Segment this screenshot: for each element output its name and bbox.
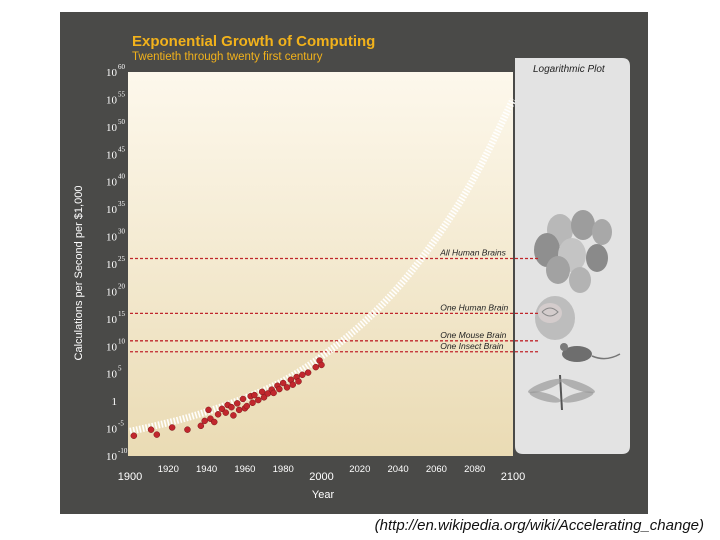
data-point-16 xyxy=(233,400,241,407)
x-tick-label-4: 1980 xyxy=(273,464,294,475)
data-point-23 xyxy=(251,391,258,399)
x-tick-label-10: 2100 xyxy=(501,471,525,483)
y-tick-exponent-13: -5 xyxy=(118,420,124,428)
data-point-29 xyxy=(270,389,277,397)
data-point-6 xyxy=(201,417,208,425)
y-tick-exponent-8: 20 xyxy=(118,282,126,290)
y-tick-label-6: 10 xyxy=(106,232,118,244)
y-tick-label-2: 10 xyxy=(106,122,118,134)
data-point-17 xyxy=(235,406,243,414)
y-tick-label-9: 10 xyxy=(106,314,118,326)
x-tick-label-9: 2080 xyxy=(464,464,485,475)
y-tick-exponent-11: 5 xyxy=(118,365,122,373)
y-tick-exponent-2: 50 xyxy=(118,118,126,126)
x-tick-label-8: 2060 xyxy=(426,464,447,475)
y-tick-exponent-7: 25 xyxy=(118,255,126,263)
y-tick-label-4: 10 xyxy=(106,177,118,189)
x-tick-label-0: 1900 xyxy=(118,471,142,483)
x-tick-label-3: 1960 xyxy=(234,464,255,475)
brain-illustration-panel: Logarithmic Plot xyxy=(515,58,630,454)
y-tick-exponent-10: 10 xyxy=(118,337,126,345)
data-point-39 xyxy=(304,369,312,376)
y-tick-exponent-0: 60 xyxy=(118,63,126,71)
data-point-5 xyxy=(197,422,205,430)
data-point-31 xyxy=(276,385,283,393)
y-tick-label-5: 10 xyxy=(106,204,118,216)
data-point-2 xyxy=(153,431,161,438)
chart-title: Exponential Growth of Computing xyxy=(132,33,375,50)
y-tick-label-8: 10 xyxy=(106,286,118,298)
x-axis-label: Year xyxy=(312,489,335,501)
human-head-brain-illustration xyxy=(535,296,575,340)
data-point-37 xyxy=(295,378,302,385)
y-tick-exponent-4: 40 xyxy=(118,173,126,181)
y-tick-label-11: 10 xyxy=(106,369,118,381)
y-tick-exponent-1: 55 xyxy=(118,90,126,98)
y-tick-label-3: 10 xyxy=(106,149,118,161)
data-point-18 xyxy=(239,395,247,403)
data-point-3 xyxy=(168,424,176,431)
y-tick-label-0: 10 xyxy=(106,67,118,79)
data-point-35 xyxy=(289,381,297,388)
data-point-32 xyxy=(279,379,287,387)
data-point-33 xyxy=(283,384,291,391)
data-point-26 xyxy=(260,394,268,401)
y-tick-label-14: 10 xyxy=(106,451,118,463)
threshold-label-2: One Mouse Brain xyxy=(440,330,506,340)
y-tick-exponent-9: 15 xyxy=(118,310,126,318)
y-tick-exponent-6: 30 xyxy=(118,228,126,236)
source-caption: (http://en.wikipedia.org/wiki/Accelerati… xyxy=(374,517,704,534)
x-tick-label-7: 2040 xyxy=(388,464,409,475)
y-tick-label-7: 10 xyxy=(106,259,118,271)
trend-curve xyxy=(129,97,517,435)
data-point-0 xyxy=(130,432,138,439)
y-tick-label-10: 10 xyxy=(106,341,118,353)
data-point-22 xyxy=(249,399,256,407)
human-heads-illustration xyxy=(534,210,612,293)
data-point-10 xyxy=(214,411,222,418)
chart-subtitle: Twentieth through twenty first century xyxy=(132,51,323,63)
data-point-25 xyxy=(258,388,266,396)
plot-area xyxy=(128,72,513,456)
x-tick-label-1: 1920 xyxy=(158,464,179,475)
y-tick-exponent-3: 45 xyxy=(118,145,126,153)
data-point-4 xyxy=(184,426,191,433)
threshold-label-0: All Human Brains xyxy=(439,248,506,258)
data-point-15 xyxy=(230,412,237,419)
y-axis-label: Calculations per Second per $1,000 xyxy=(73,186,85,361)
data-point-40 xyxy=(312,363,320,371)
threshold-label-1: One Human Brain xyxy=(440,302,508,312)
y-tick-label-1: 10 xyxy=(106,94,118,106)
y-tick-exponent-5: 35 xyxy=(118,200,126,208)
data-point-7 xyxy=(205,406,212,414)
data-point-1 xyxy=(147,426,155,433)
insect-illustration xyxy=(528,374,595,411)
threshold-label-3: One Insect Brain xyxy=(440,341,504,351)
mouse-illustration xyxy=(560,343,621,362)
x-tick-label-5: 2000 xyxy=(309,471,333,483)
data-point-9 xyxy=(211,418,218,426)
y-tick-exponent-14: -10 xyxy=(118,447,128,455)
data-point-42 xyxy=(318,361,325,369)
data-point-20 xyxy=(243,402,251,410)
y-tick-label-12: 1 xyxy=(112,396,118,408)
y-tick-label-13: 10 xyxy=(106,424,118,436)
data-point-12 xyxy=(222,409,229,416)
data-point-38 xyxy=(299,371,306,379)
side-panel-label: Logarithmic Plot xyxy=(533,64,606,75)
data-point-14 xyxy=(228,403,235,411)
x-tick-label-2: 1940 xyxy=(196,464,217,475)
x-tick-label-6: 2020 xyxy=(349,464,370,475)
data-point-24 xyxy=(255,396,262,404)
data-point-11 xyxy=(218,405,226,413)
